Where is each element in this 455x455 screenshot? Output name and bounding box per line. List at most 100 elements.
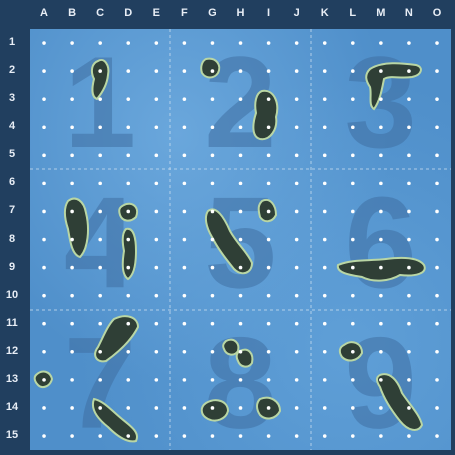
grid-cell-k15[interactable] bbox=[322, 434, 327, 438]
grid-cell-k11[interactable] bbox=[322, 321, 327, 326]
grid-cell-a13[interactable] bbox=[42, 378, 46, 382]
grid-cell-f1[interactable] bbox=[182, 41, 187, 45]
grid-cell-b11[interactable] bbox=[70, 321, 74, 326]
grid-cell-i11[interactable] bbox=[266, 321, 271, 326]
grid-cell-e1[interactable] bbox=[154, 41, 159, 45]
grid-cell-j6[interactable] bbox=[294, 181, 299, 186]
grid-cell-e7[interactable] bbox=[154, 209, 159, 214]
grid-cell-h4[interactable] bbox=[238, 125, 243, 130]
grid-cell-k10[interactable] bbox=[322, 293, 327, 298]
grid-cell-a6[interactable] bbox=[42, 181, 46, 186]
grid-cell-b4[interactable] bbox=[70, 125, 74, 130]
grid-cell-f9[interactable] bbox=[182, 265, 187, 270]
grid-cell-n14[interactable] bbox=[407, 406, 411, 410]
grid-cell-g8[interactable] bbox=[210, 237, 215, 242]
grid-cell-c10[interactable] bbox=[98, 293, 102, 298]
grid-cell-l9[interactable] bbox=[351, 265, 355, 270]
grid-cell-j8[interactable] bbox=[294, 237, 299, 242]
grid-cell-o6[interactable] bbox=[435, 181, 439, 186]
grid-cell-n3[interactable] bbox=[407, 97, 411, 101]
grid-cell-o1[interactable] bbox=[435, 41, 439, 45]
grid-cell-h12[interactable] bbox=[238, 350, 243, 354]
grid-cell-h15[interactable] bbox=[238, 434, 243, 438]
grid-cell-o14[interactable] bbox=[435, 406, 439, 410]
grid-cell-i6[interactable] bbox=[266, 181, 271, 186]
grid-cell-i10[interactable] bbox=[266, 293, 271, 298]
grid-cell-l5[interactable] bbox=[351, 153, 355, 158]
grid-cell-n4[interactable] bbox=[407, 125, 411, 130]
grid-cell-e13[interactable] bbox=[154, 378, 159, 382]
grid-cell-f2[interactable] bbox=[182, 69, 187, 73]
grid-cell-d1[interactable] bbox=[126, 41, 131, 45]
grid-cell-o15[interactable] bbox=[435, 434, 439, 438]
grid-cell-o5[interactable] bbox=[435, 153, 439, 158]
grid-cell-g15[interactable] bbox=[210, 434, 215, 438]
grid-cell-b10[interactable] bbox=[70, 293, 74, 298]
grid-cell-e9[interactable] bbox=[154, 265, 159, 270]
grid-cell-l15[interactable] bbox=[351, 434, 355, 438]
grid-cell-g5[interactable] bbox=[210, 153, 215, 158]
grid-cell-d2[interactable] bbox=[126, 69, 131, 73]
grid-cell-g13[interactable] bbox=[210, 378, 215, 382]
grid-cell-b7[interactable] bbox=[70, 209, 74, 214]
grid-cell-e8[interactable] bbox=[154, 237, 159, 242]
grid-cell-g12[interactable] bbox=[210, 350, 215, 354]
grid-cell-j15[interactable] bbox=[294, 434, 299, 438]
grid-cell-k7[interactable] bbox=[322, 209, 327, 214]
grid-cell-c2[interactable] bbox=[98, 69, 102, 73]
grid-cell-l11[interactable] bbox=[351, 321, 355, 326]
grid-cell-c3[interactable] bbox=[98, 97, 102, 101]
grid-cell-c6[interactable] bbox=[98, 181, 102, 186]
grid-cell-j2[interactable] bbox=[294, 69, 299, 73]
grid-cell-e10[interactable] bbox=[154, 293, 159, 298]
grid-cell-m4[interactable] bbox=[379, 125, 383, 130]
grid-cell-a3[interactable] bbox=[42, 97, 46, 101]
grid-cell-n6[interactable] bbox=[407, 181, 411, 186]
grid-cell-m14[interactable] bbox=[379, 406, 383, 410]
grid-cell-n12[interactable] bbox=[407, 350, 411, 354]
grid-cell-d3[interactable] bbox=[126, 97, 131, 101]
grid-cell-l7[interactable] bbox=[351, 209, 355, 214]
grid-cell-b3[interactable] bbox=[70, 97, 74, 101]
grid-cell-f12[interactable] bbox=[182, 350, 187, 354]
grid-cell-i5[interactable] bbox=[266, 153, 271, 158]
grid-cell-a8[interactable] bbox=[42, 237, 46, 242]
grid-cell-d11[interactable] bbox=[126, 321, 131, 326]
grid-cell-c9[interactable] bbox=[98, 265, 102, 270]
grid-cell-i4[interactable] bbox=[266, 125, 271, 130]
grid-cell-f13[interactable] bbox=[182, 378, 187, 382]
grid-cell-k1[interactable] bbox=[322, 41, 327, 45]
grid-cell-h13[interactable] bbox=[238, 378, 243, 382]
grid-cell-d5[interactable] bbox=[126, 153, 131, 158]
grid-cell-l10[interactable] bbox=[351, 293, 355, 298]
grid-cell-i2[interactable] bbox=[266, 69, 271, 73]
grid-cell-j11[interactable] bbox=[294, 321, 299, 326]
grid-cell-o12[interactable] bbox=[435, 350, 439, 354]
grid-cell-o11[interactable] bbox=[435, 321, 439, 326]
grid-cell-i7[interactable] bbox=[266, 209, 271, 214]
grid-cell-m3[interactable] bbox=[379, 97, 383, 101]
grid-cell-f3[interactable] bbox=[182, 97, 187, 101]
grid-cell-h9[interactable] bbox=[238, 265, 243, 270]
grid-cell-o8[interactable] bbox=[435, 237, 439, 242]
grid-cell-a7[interactable] bbox=[42, 209, 46, 214]
grid-cell-f8[interactable] bbox=[182, 237, 187, 242]
grid-cell-n2[interactable] bbox=[407, 69, 411, 73]
grid-cell-o9[interactable] bbox=[435, 265, 439, 270]
grid-cell-n7[interactable] bbox=[407, 209, 411, 214]
grid-cell-m6[interactable] bbox=[379, 181, 383, 186]
grid-cell-k12[interactable] bbox=[322, 350, 327, 354]
grid-cell-d15[interactable] bbox=[126, 434, 131, 438]
grid-cell-e11[interactable] bbox=[154, 321, 159, 326]
grid-cell-o3[interactable] bbox=[435, 97, 439, 101]
grid-cell-c5[interactable] bbox=[98, 153, 102, 158]
grid-cell-h11[interactable] bbox=[238, 321, 243, 326]
grid-cell-j13[interactable] bbox=[294, 378, 299, 382]
grid-cell-c7[interactable] bbox=[98, 209, 102, 214]
grid-cell-c11[interactable] bbox=[98, 321, 102, 326]
grid-cell-n11[interactable] bbox=[407, 321, 411, 326]
grid-cell-l12[interactable] bbox=[351, 350, 355, 354]
grid-cell-e3[interactable] bbox=[154, 97, 159, 101]
grid-cell-o4[interactable] bbox=[435, 125, 439, 130]
